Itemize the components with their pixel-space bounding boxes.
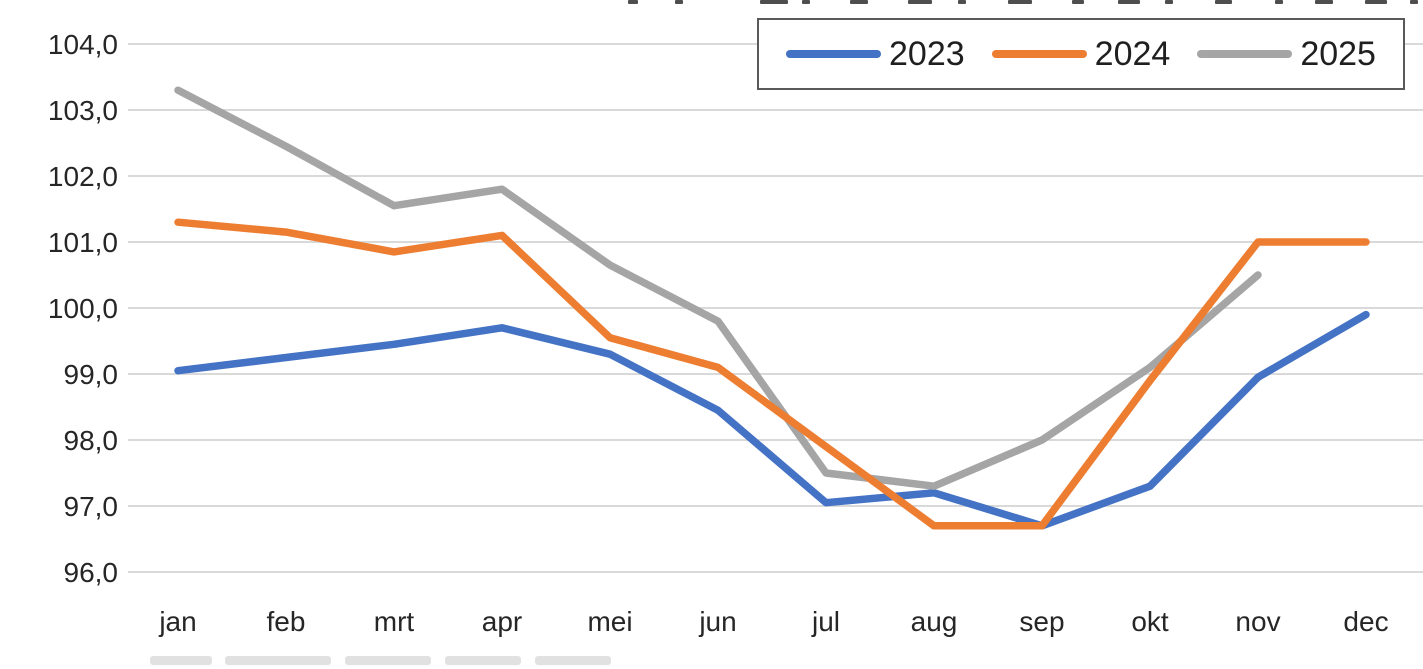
legend-item-2023: 2023 — [786, 37, 965, 71]
legend-line-swatch-2024 — [991, 50, 1087, 58]
legend-line-swatch-2023 — [786, 50, 882, 58]
svg-text:nov: nov — [1235, 606, 1280, 637]
svg-text:okt: okt — [1131, 606, 1169, 637]
cropped-footnote-remnant — [0, 650, 700, 669]
svg-text:jul: jul — [811, 606, 840, 637]
legend-line-swatch-2025 — [1197, 50, 1293, 58]
svg-text:mrt: mrt — [374, 606, 415, 637]
svg-text:104,0: 104,0 — [48, 29, 118, 60]
svg-text:jun: jun — [698, 606, 736, 637]
svg-text:jan: jan — [158, 606, 196, 637]
legend-label-2025: 2025 — [1300, 35, 1376, 73]
svg-text:100,0: 100,0 — [48, 293, 118, 324]
svg-text:98,0: 98,0 — [64, 425, 119, 456]
svg-text:sep: sep — [1019, 606, 1064, 637]
svg-text:aug: aug — [911, 606, 958, 637]
svg-text:feb: feb — [267, 606, 306, 637]
svg-text:mei: mei — [587, 606, 632, 637]
svg-text:103,0: 103,0 — [48, 95, 118, 126]
svg-text:96,0: 96,0 — [64, 557, 119, 588]
svg-text:101,0: 101,0 — [48, 227, 118, 258]
cropped-title-remnant — [0, 0, 1423, 8]
legend-item-2024: 2024 — [991, 35, 1171, 73]
svg-text:102,0: 102,0 — [48, 161, 118, 192]
svg-text:dec: dec — [1343, 606, 1388, 637]
legend-item-2025: 2025 — [1197, 37, 1376, 71]
chart-legend: 2023 2024 2025 — [757, 18, 1405, 90]
svg-text:97,0: 97,0 — [64, 491, 119, 522]
legend-label-2023: 2023 — [889, 35, 965, 73]
svg-text:apr: apr — [482, 606, 522, 637]
svg-text:99,0: 99,0 — [64, 359, 119, 390]
legend-label-2024: 2024 — [1094, 35, 1171, 73]
